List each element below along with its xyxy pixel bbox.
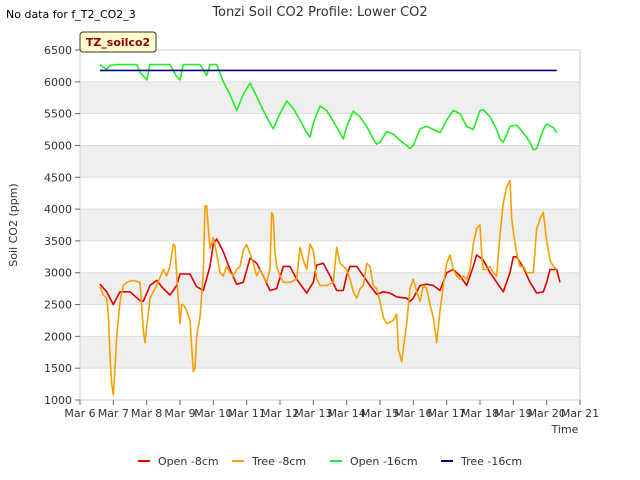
series-line-tree-8cm [99,179,558,396]
x-tick-label: Mar 18 [461,407,499,420]
x-tick-label: Mar 11 [228,407,266,420]
badge-label: TZ_soilco2 [86,36,150,49]
series-line-open-16cm [99,63,558,151]
x-tick-label: Mar 13 [294,407,332,420]
y-tick-label: 6000 [44,76,72,89]
y-tick-label: 2000 [44,330,72,343]
legend: Open -8cm Tree -8cm Open -16cm Tree -16cm [138,455,522,468]
y-axis: 1000 1500 2000 2500 3000 3500 4000 4500 5000 5500… [44,44,80,407]
badge-box [79,31,157,53]
y-tick-label: 3000 [44,267,72,280]
x-tick-label: Mar 20 [528,407,566,420]
x-tick-label: Mar 16 [394,407,432,420]
y-axis-title: Soil CO2 (ppm) [7,183,20,266]
y-tick-label: 1500 [44,362,72,375]
y-tick-label: 4000 [44,203,72,216]
x-tick-label: Mar 17 [428,407,466,420]
grid-band [80,209,580,241]
legend-label-open-8cm: Open -8cm [158,455,219,468]
y-tick-label: 4500 [44,171,72,184]
x-tick-label: Mar 7 [98,407,129,420]
y-tick-label: 5000 [44,139,72,152]
x-axis-title: Time [551,423,579,436]
legend-label-open-16cm: Open -16cm [350,455,418,468]
x-tick-label: Mar 9 [164,407,195,420]
x-tick-label: Mar 6 [64,407,95,420]
x-tick-label: Mar 14 [328,407,366,420]
series-line-open-8cm [99,238,561,306]
x-tick-label: Mar 12 [261,407,299,420]
x-tick-label: Mar 21 [561,407,599,420]
y-tick-label: 2500 [44,299,72,312]
grid-band [80,81,580,114]
x-tick-label: Mar 15 [361,407,399,420]
x-tick-label: Mar 8 [131,407,162,420]
grid-bands [79,49,581,401]
x-tick-label: Mar 19 [494,407,532,420]
y-tick-label: 3500 [44,235,72,248]
series-layer [99,63,561,396]
series-badge: TZ_soilco2 [79,31,157,53]
grid-band [80,145,580,178]
y-tick-label: 5500 [44,108,72,121]
legend-label-tree-8cm: Tree -8cm [251,455,306,468]
grid-band [80,336,580,369]
plot-border [79,49,581,401]
y-tick-label: 1000 [44,394,72,407]
no-data-note: No data for f_T2_CO2_3 [6,8,136,21]
y-tick-label: 6500 [44,44,72,57]
chart-title: Tonzi Soil CO2 Profile: Lower CO2 [211,5,427,20]
legend-label-tree-16cm: Tree -16cm [460,455,522,468]
x-tick-label: Mar 10 [194,407,232,420]
